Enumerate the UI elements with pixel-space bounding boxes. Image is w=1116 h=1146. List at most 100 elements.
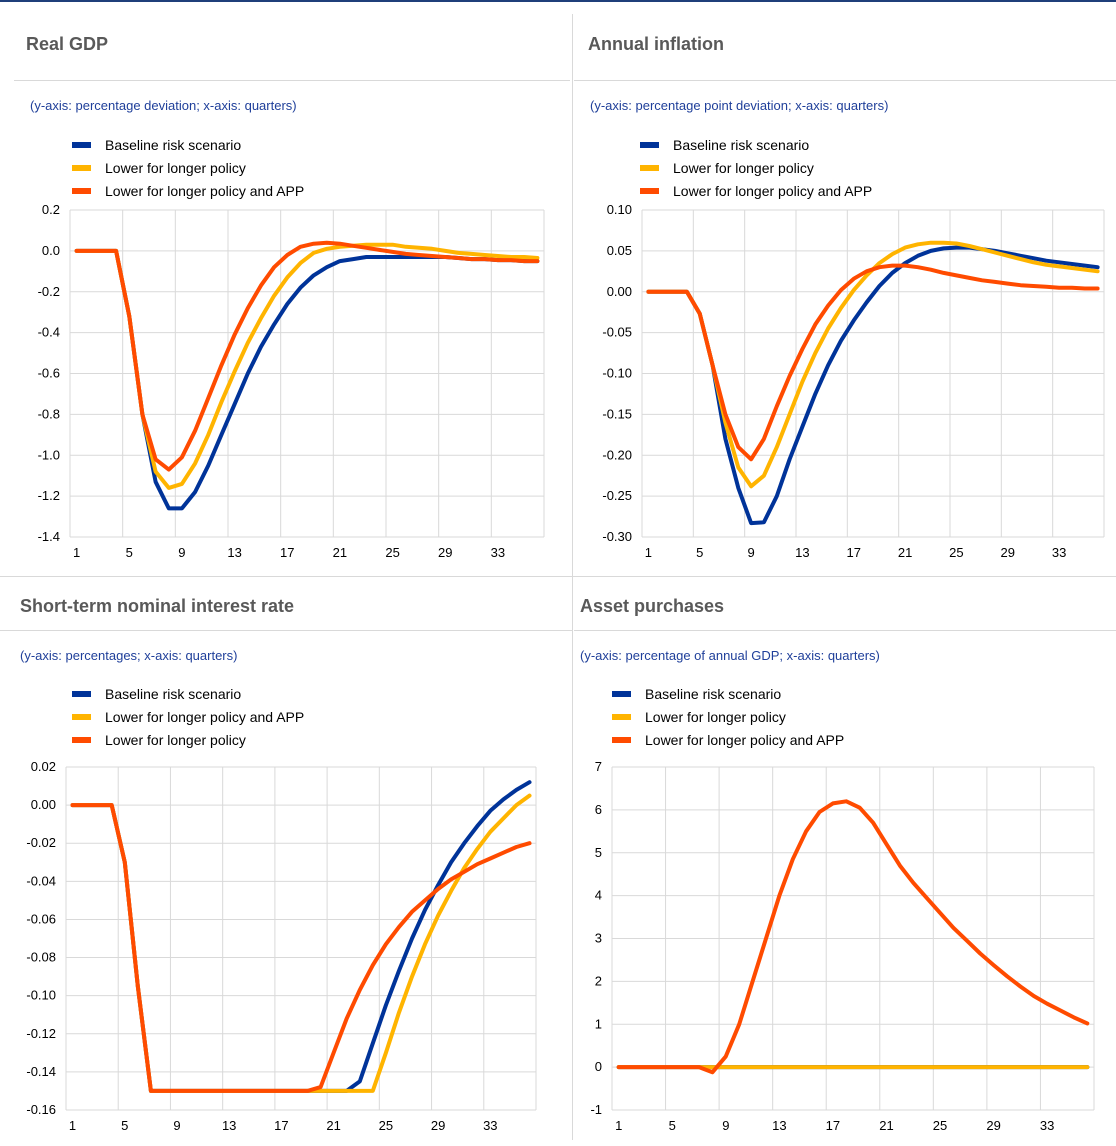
x-tick-label: 21 [879,1118,893,1133]
line-chart-asset-purchases: -1 0 1 2 3 4 5 6 7 1 5 9 13 17 21 25 29 33 [590,759,1095,1133]
legend-label: Lower for longer policy and APP [105,183,305,199]
y-tick-label: -0.2 [38,284,60,299]
series-line [70,780,532,1093]
y-tick-label: 3 [595,931,602,946]
panel-subtitle: (y-axis: percentage point deviation; x-a… [590,98,889,113]
legend-item-lower-for-longer: Lower for longer policy [640,157,872,180]
x-tick-label: 9 [173,1118,180,1133]
line-chart-annual-inflation: -0.30 -0.25 -0.20 -0.15 -0.10 -0.05 0.00 0.05 0.… [602,204,1105,560]
legend-swatch [72,691,91,697]
panel-title: Asset purchases [580,596,725,616]
legend-item-lower-for-longer-app: Lower for longer policy and APP [640,180,872,203]
panel-subtitle: (y-axis: percentages; x-axis: quarters) [20,648,238,663]
horizontal-separator [0,576,1116,577]
legend-swatch [612,714,631,720]
panel-title-rule [574,80,1116,81]
y-tick-label: -0.25 [602,488,632,503]
legend-item-baseline: Baseline risk scenario [72,134,304,157]
legend-swatch [612,737,631,743]
legend-swatch [72,714,91,720]
y-tick-label: 0.00 [31,797,56,812]
x-tick-label: 25 [933,1118,947,1133]
y-tick-label: -0.04 [26,873,56,888]
x-tick-label: 9 [747,545,754,560]
series-line [74,240,540,472]
legend-swatch [640,165,659,171]
panel-title: Short-term nominal interest rate [20,596,295,616]
x-tick-label: 25 [379,1118,393,1133]
series-line [646,240,1100,489]
legend-item-lower-for-longer: Lower for longer policy [72,729,304,752]
panel-title-rule [574,630,1116,631]
legend-label: Lower for longer policy [105,732,246,748]
panel-title-rule [0,630,572,631]
y-tick-label: -0.4 [38,325,60,340]
panel-title: Annual inflation [588,34,724,54]
y-tick-label: -0.05 [602,325,632,340]
y-tick-label: -1 [590,1102,602,1117]
top-rule [0,0,1116,2]
panel-asset-purchases: Asset purchases (y-axis: percentage of a… [574,578,1116,1144]
legend-label: Baseline risk scenario [105,686,242,702]
y-tick-label: -0.6 [38,366,60,381]
x-tick-label: 1 [615,1118,622,1133]
y-tick-label: -0.08 [26,950,56,965]
y-tick-label: 0 [595,1059,602,1074]
legend-label: Lower for longer policy and APP [105,709,305,725]
legend-item-baseline: Baseline risk scenario [640,134,872,157]
chart-legend: Baseline risk scenario Lower for longer … [72,683,304,752]
x-tick-label: 1 [645,545,652,560]
x-tick-label: 9 [178,545,185,560]
x-tick-label: 29 [438,545,452,560]
legend-item-lower-for-longer-app: Lower for longer policy and APP [612,729,844,752]
y-tick-label: -0.20 [602,447,632,462]
x-tick-label: 17 [274,1118,288,1133]
panel-subtitle: (y-axis: percentage of annual GDP; x-axi… [580,648,880,663]
legend-swatch [72,737,91,743]
x-tick-label: 29 [1001,545,1015,560]
x-tick-label: 21 [326,1118,340,1133]
y-tick-label: -0.10 [26,988,56,1003]
x-tick-label: 21 [898,545,912,560]
panel-title-rule [14,80,570,81]
series-line [74,248,540,511]
legend-item-baseline: Baseline risk scenario [612,683,844,706]
x-tick-label: 13 [222,1118,236,1133]
x-tick-label: 25 [949,545,963,560]
y-tick-label: 1 [595,1016,602,1031]
chart-legend: Baseline risk scenario Lower for longer … [72,134,304,203]
chart-legend: Baseline risk scenario Lower for longer … [612,683,844,752]
line-chart-real-gdp: -1.4 -1.2 -1.0 -0.8 -0.6 -0.4 -0.2 0.0 0.2 1 5 9 13 1… [38,204,545,560]
y-tick-label: -0.06 [26,911,56,926]
y-tick-label: 0.2 [42,204,60,217]
y-tick-label: -0.15 [602,406,632,421]
legend-label: Lower for longer policy [645,709,786,725]
series-line [646,245,1100,526]
y-tick-label: 2 [595,973,602,988]
panel-title: Real GDP [26,34,109,54]
legend-swatch [612,691,631,697]
series-line [646,263,1100,462]
y-tick-label: -0.30 [602,529,632,544]
legend-item-baseline: Baseline risk scenario [72,683,304,706]
y-tick-label: 0.10 [607,204,632,217]
chart-legend: Baseline risk scenario Lower for longer … [640,134,872,203]
y-tick-label: -0.02 [26,835,56,850]
legend-label: Baseline risk scenario [645,686,782,702]
x-tick-label: 25 [385,545,399,560]
legend-label: Lower for longer policy [105,160,246,176]
legend-swatch [72,165,91,171]
legend-label: Lower for longer policy and APP [673,183,873,199]
legend-label: Lower for longer policy [673,160,814,176]
x-tick-label: 21 [333,545,347,560]
x-tick-label: 5 [669,1118,676,1133]
x-tick-label: 17 [280,545,294,560]
y-tick-label: 0.0 [42,243,60,258]
y-tick-label: 0.02 [31,759,56,774]
legend-item-lower-for-longer-app: Lower for longer policy and APP [72,180,304,203]
x-tick-label: 17 [847,545,861,560]
legend-item-lower-for-longer-app: Lower for longer policy and APP [72,706,304,729]
panel-short-term-rate: Short-term nominal interest rate (y-axis… [0,578,572,1144]
y-tick-label: -0.12 [26,1026,56,1041]
x-tick-label: 33 [483,1118,497,1133]
